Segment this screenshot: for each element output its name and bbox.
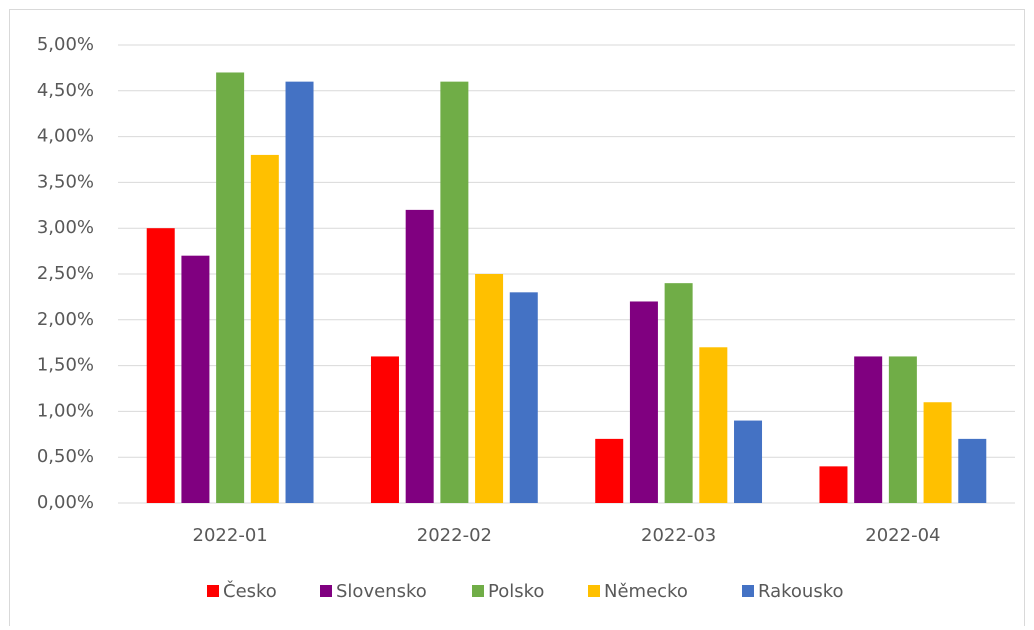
legend-swatch bbox=[320, 585, 332, 597]
bar bbox=[285, 81, 314, 503]
legend-label: Polsko bbox=[488, 581, 544, 602]
y-tick-label: 1,00% bbox=[37, 400, 94, 421]
legend-swatch bbox=[588, 585, 600, 597]
legend-swatch bbox=[742, 585, 754, 597]
bar bbox=[440, 81, 469, 503]
legend-label: Rakousko bbox=[758, 581, 844, 602]
y-tick-label: 3,50% bbox=[37, 171, 94, 192]
bar bbox=[923, 402, 952, 503]
legend-label: Slovensko bbox=[336, 581, 427, 602]
y-tick-label: 0,00% bbox=[37, 492, 94, 513]
legend-label: Německo bbox=[604, 581, 688, 602]
x-tick-label: 2022-03 bbox=[641, 525, 716, 546]
x-tick-label: 2022-04 bbox=[865, 525, 940, 546]
y-tick-label: 1,50% bbox=[37, 355, 94, 376]
legend-swatch bbox=[207, 585, 219, 597]
y-tick-label: 3,00% bbox=[37, 217, 94, 238]
bar bbox=[595, 438, 624, 503]
bar bbox=[819, 466, 848, 503]
bar bbox=[405, 209, 434, 503]
bar bbox=[734, 420, 763, 503]
y-tick-label: 2,50% bbox=[37, 263, 94, 284]
x-tick-label: 2022-02 bbox=[417, 525, 492, 546]
bar bbox=[854, 356, 883, 503]
bar bbox=[699, 347, 728, 503]
y-tick-label: 2,00% bbox=[37, 309, 94, 330]
bar bbox=[146, 228, 175, 503]
bar bbox=[181, 255, 210, 503]
legend-label: Česko bbox=[223, 580, 277, 602]
y-tick-label: 5,00% bbox=[37, 34, 94, 55]
x-tick-label: 2022-01 bbox=[193, 525, 268, 546]
bar bbox=[629, 301, 658, 503]
bar bbox=[958, 438, 987, 503]
bar bbox=[664, 283, 693, 503]
bar bbox=[370, 356, 399, 503]
bar bbox=[509, 292, 538, 503]
y-tick-label: 4,00% bbox=[37, 126, 94, 147]
legend-swatch bbox=[472, 585, 484, 597]
y-tick-label: 4,50% bbox=[37, 80, 94, 101]
bar bbox=[250, 154, 279, 504]
bar bbox=[216, 72, 245, 503]
y-tick-label: 0,50% bbox=[37, 446, 94, 467]
bar bbox=[888, 356, 917, 503]
bar bbox=[475, 274, 504, 503]
